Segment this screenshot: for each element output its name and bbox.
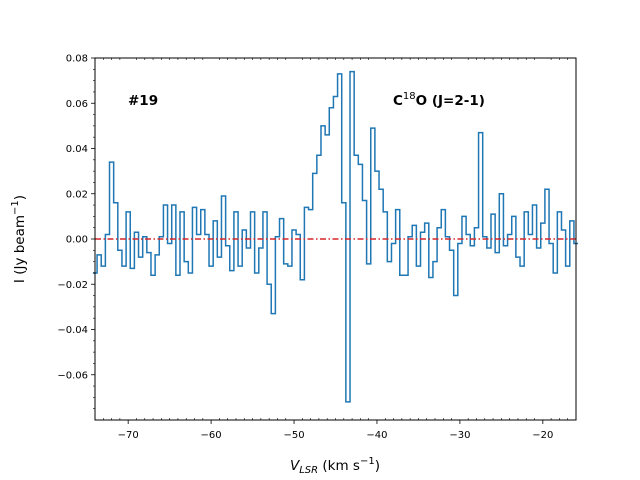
x-tick-label: −50 xyxy=(283,430,304,441)
species-transition: O (J=2-1) xyxy=(416,93,485,109)
x-tick-label: −70 xyxy=(118,430,139,441)
y-tick-label: 0.08 xyxy=(66,54,88,65)
x-axis-label: VLSR (km s−1) xyxy=(290,456,380,476)
x-label-exponent: −1 xyxy=(360,456,375,467)
y-tick-label: 0.04 xyxy=(66,144,88,155)
plot-frame xyxy=(94,57,577,421)
line-species-annotation: C18O (J=2-1) xyxy=(393,91,485,109)
source-id-annotation: #19 xyxy=(128,93,158,109)
y-tick-label: −0.02 xyxy=(57,280,88,291)
x-label-variable: V xyxy=(290,458,301,474)
species-element: C xyxy=(393,93,403,109)
y-label-close: ) xyxy=(12,195,28,200)
x-label-units: (km s xyxy=(318,458,360,474)
spectrum-series-line-0 xyxy=(92,70,579,403)
x-tick-label: −40 xyxy=(366,430,387,441)
species-isotope: 18 xyxy=(403,91,416,102)
y-tick-label: 0.02 xyxy=(66,189,88,200)
y-tick-label: −0.06 xyxy=(57,370,88,381)
x-tick-label: −20 xyxy=(532,430,553,441)
y-axis-ticks: −0.06 −0.04 −0.02 0.00 0.02 0.04 0.06 0.08 xyxy=(57,54,95,381)
x-tick-label: −30 xyxy=(449,430,470,441)
x-tick-label: −60 xyxy=(201,430,222,441)
x-label-subscript: LSR xyxy=(299,465,318,476)
x-label-close: ) xyxy=(375,458,380,474)
x-axis-ticks: −70 −60 −50 −40 −30 −20 xyxy=(118,420,553,441)
y-label-exponent: −1 xyxy=(10,200,21,215)
y-tick-label: 0.06 xyxy=(66,99,88,110)
series-layer xyxy=(92,70,579,403)
y-axis-label: I (Jy beam−1) xyxy=(10,195,28,283)
y-label-main: I (Jy beam xyxy=(12,215,28,283)
y-tick-label: −0.04 xyxy=(57,325,88,336)
y-tick-label: 0.00 xyxy=(66,235,88,246)
